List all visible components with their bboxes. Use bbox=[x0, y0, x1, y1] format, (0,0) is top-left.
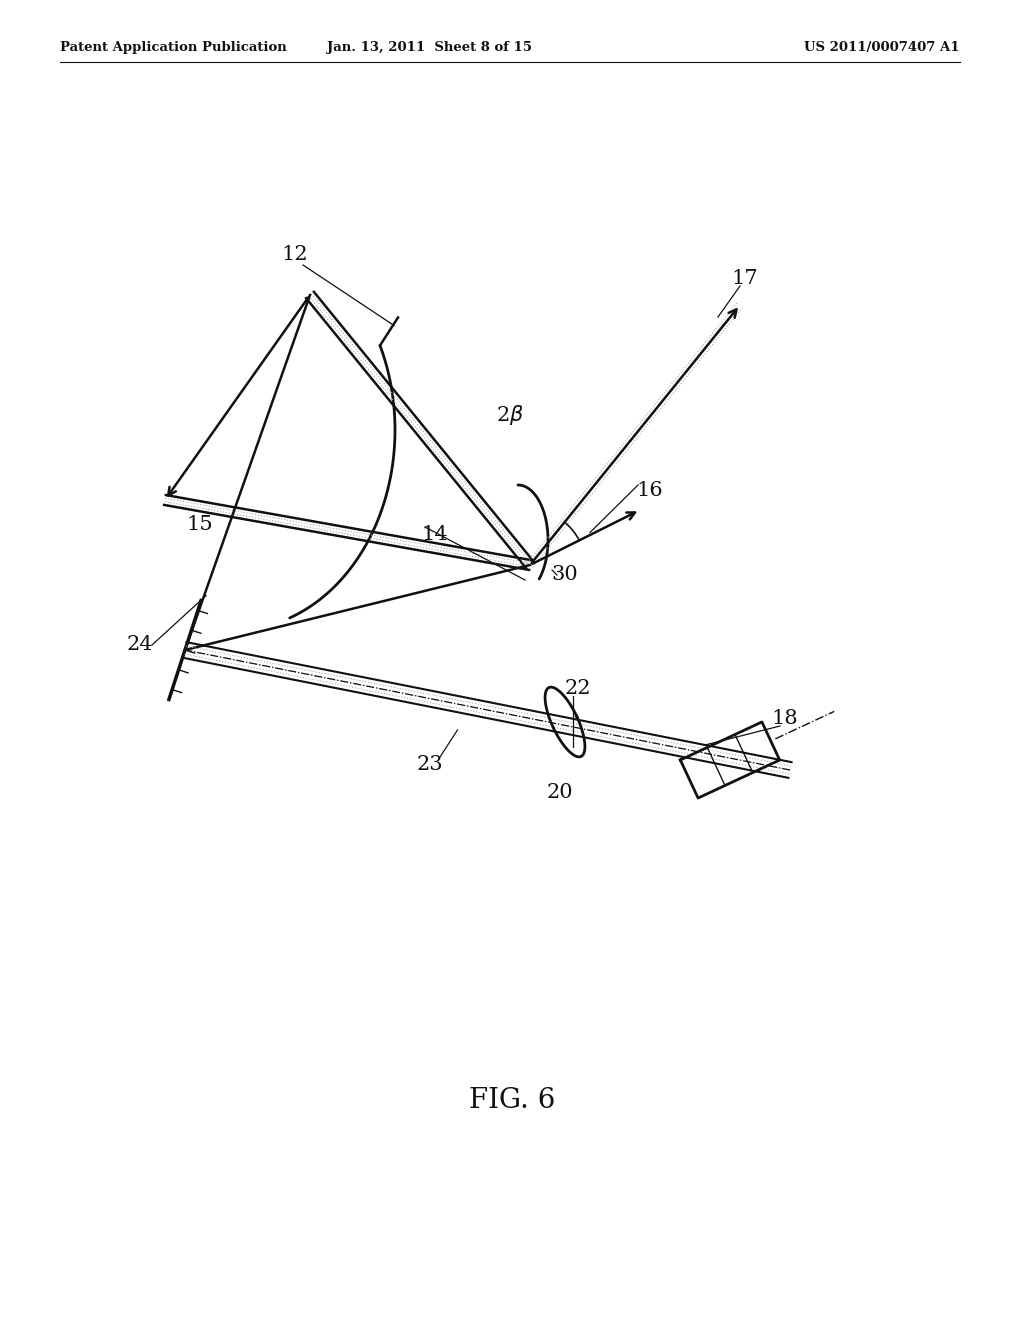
Text: 18: 18 bbox=[772, 709, 799, 727]
Text: 24: 24 bbox=[127, 635, 154, 655]
Text: Patent Application Publication: Patent Application Publication bbox=[60, 41, 287, 54]
Text: 22: 22 bbox=[565, 678, 591, 697]
Text: 30: 30 bbox=[552, 565, 579, 585]
Text: US 2011/0007407 A1: US 2011/0007407 A1 bbox=[805, 41, 961, 54]
Text: 12: 12 bbox=[282, 246, 308, 264]
Text: 20: 20 bbox=[547, 783, 573, 801]
Text: 15: 15 bbox=[186, 516, 213, 535]
Text: 23: 23 bbox=[417, 755, 443, 775]
Text: 16: 16 bbox=[637, 480, 664, 499]
Text: 14: 14 bbox=[422, 525, 449, 544]
Text: 17: 17 bbox=[732, 268, 759, 288]
Text: 2$\beta$: 2$\beta$ bbox=[496, 403, 524, 426]
Text: Jan. 13, 2011  Sheet 8 of 15: Jan. 13, 2011 Sheet 8 of 15 bbox=[328, 41, 532, 54]
Text: FIG. 6: FIG. 6 bbox=[469, 1086, 555, 1114]
